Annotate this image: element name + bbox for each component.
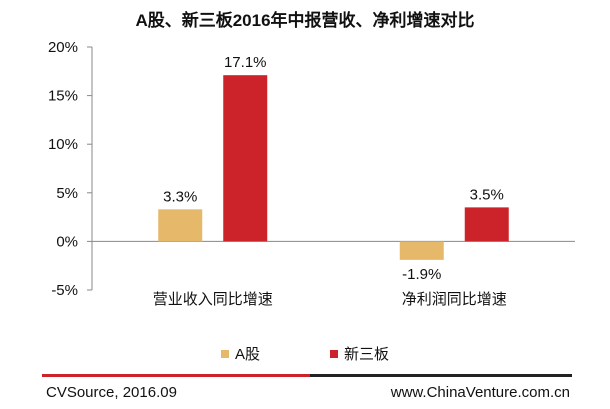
data-label: 17.1% [224, 54, 267, 71]
bar [399, 241, 444, 260]
footer-rule-dark [310, 374, 572, 377]
x-category-label: 营业收入同比增速 [153, 291, 273, 308]
data-label: 3.3% [163, 188, 197, 205]
y-tick-label: 10% [48, 136, 78, 153]
legend: A股 新三板 [0, 343, 610, 364]
legend-label-a-shares: A股 [234, 346, 260, 363]
y-tick-label: 20% [48, 39, 78, 56]
bar-chart: 20% 15% 10% 5% 0% -5% 3.3% 17.1% 营业收入同比增速 -1.9% 3… [48, 39, 575, 308]
legend-item-a-shares: A股 [220, 343, 260, 364]
bar [158, 209, 203, 242]
footer-website: www.ChinaVenture.com.cn [390, 384, 570, 401]
legend-label-neeq: 新三板 [344, 346, 390, 363]
footer-source: CVSource, 2016.09 [46, 384, 177, 401]
y-tick-label: 15% [48, 88, 78, 105]
y-tick-label: 0% [56, 233, 78, 250]
bar [223, 75, 268, 242]
legend-item-neeq: 新三板 [330, 343, 389, 364]
legend-swatch-neeq [330, 349, 338, 358]
data-label: 3.5% [470, 186, 504, 203]
legend-swatch-a-shares [220, 349, 229, 358]
chart-title: A股、新三板2016年中报营收、净利增速对比 [135, 11, 475, 30]
y-tick-label: 5% [56, 185, 78, 202]
bar [464, 207, 509, 242]
y-tick-label: -5% [51, 282, 78, 299]
x-category-label: 净利润同比增速 [402, 291, 507, 308]
data-label: -1.9% [402, 266, 441, 283]
footer-rule-red [42, 374, 310, 377]
